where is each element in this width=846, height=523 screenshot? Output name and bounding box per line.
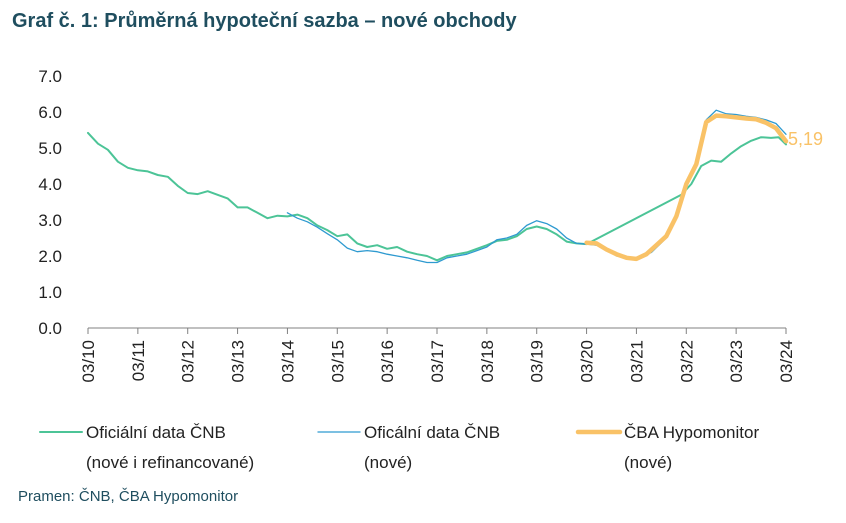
legend-sublabel: (nové i refinancované) (86, 453, 254, 472)
end-value-label: 5,19 (788, 129, 823, 149)
x-tick-label: 03/14 (278, 340, 297, 383)
y-tick-label: 1.0 (38, 283, 62, 302)
x-tick-label: 03/19 (528, 340, 547, 383)
series-line-3 (584, 113, 789, 262)
x-tick-label: 03/20 (578, 340, 597, 383)
x-tick-label: 03/15 (328, 340, 347, 383)
y-axis: 0.0 1.0 2.0 3.0 4.0 5.0 6.0 7.0 (38, 67, 62, 338)
x-axis: 03/10 03/11 03/12 03/13 03/14 03/15 03/16 03/17… (79, 327, 796, 383)
y-tick-label: 0.0 (38, 319, 62, 338)
source-note: Pramen: ČNB, ČBA Hypomonitor (18, 488, 239, 505)
legend-label: ČBA Hypomonitor (624, 423, 759, 442)
x-tick-label: 03/16 (378, 340, 397, 383)
x-tick-label: 03/17 (428, 340, 447, 383)
x-tick-label: 03/18 (478, 340, 497, 383)
chart-title: Graf č. 1: Průměrná hypoteční sazba – no… (12, 10, 517, 32)
x-tick-label: 03/10 (79, 340, 98, 383)
legend-sublabel: (nové) (624, 453, 672, 472)
y-tick-label: 6.0 (38, 103, 62, 122)
series-layer: 5,19 (87, 109, 823, 264)
legend-label: Oficální data ČNB (364, 423, 500, 442)
legend-label: Oficiální data ČNB (86, 423, 226, 442)
x-tick-label: 03/11 (129, 340, 148, 381)
y-tick-label: 3.0 (38, 211, 62, 230)
x-tick-label: 03/12 (179, 340, 198, 383)
x-tick-label: 03/22 (677, 340, 696, 383)
y-tick-label: 7.0 (38, 67, 62, 86)
legend-sublabel: (nové) (364, 453, 412, 472)
legend: Oficiální data ČNB (nové i refinancované)… (39, 423, 759, 472)
x-tick-label: 03/24 (777, 340, 796, 383)
x-tick-label: 03/23 (727, 340, 746, 383)
series-line-2 (286, 109, 787, 264)
series-line-1 (87, 131, 787, 262)
y-tick-label: 4.0 (38, 175, 62, 194)
x-tick-label: 03/21 (627, 340, 646, 383)
y-tick-label: 5.0 (38, 139, 62, 158)
y-tick-label: 2.0 (38, 247, 62, 266)
x-tick-label: 03/13 (229, 340, 248, 383)
